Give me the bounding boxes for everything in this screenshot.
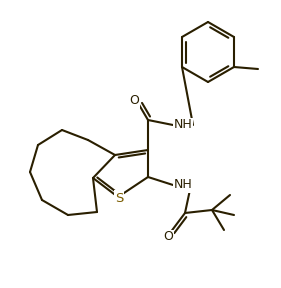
Text: O: O xyxy=(129,94,139,107)
Text: O: O xyxy=(163,230,173,243)
Text: S: S xyxy=(115,192,123,204)
Text: NH: NH xyxy=(174,179,192,192)
Text: NH: NH xyxy=(174,118,192,132)
